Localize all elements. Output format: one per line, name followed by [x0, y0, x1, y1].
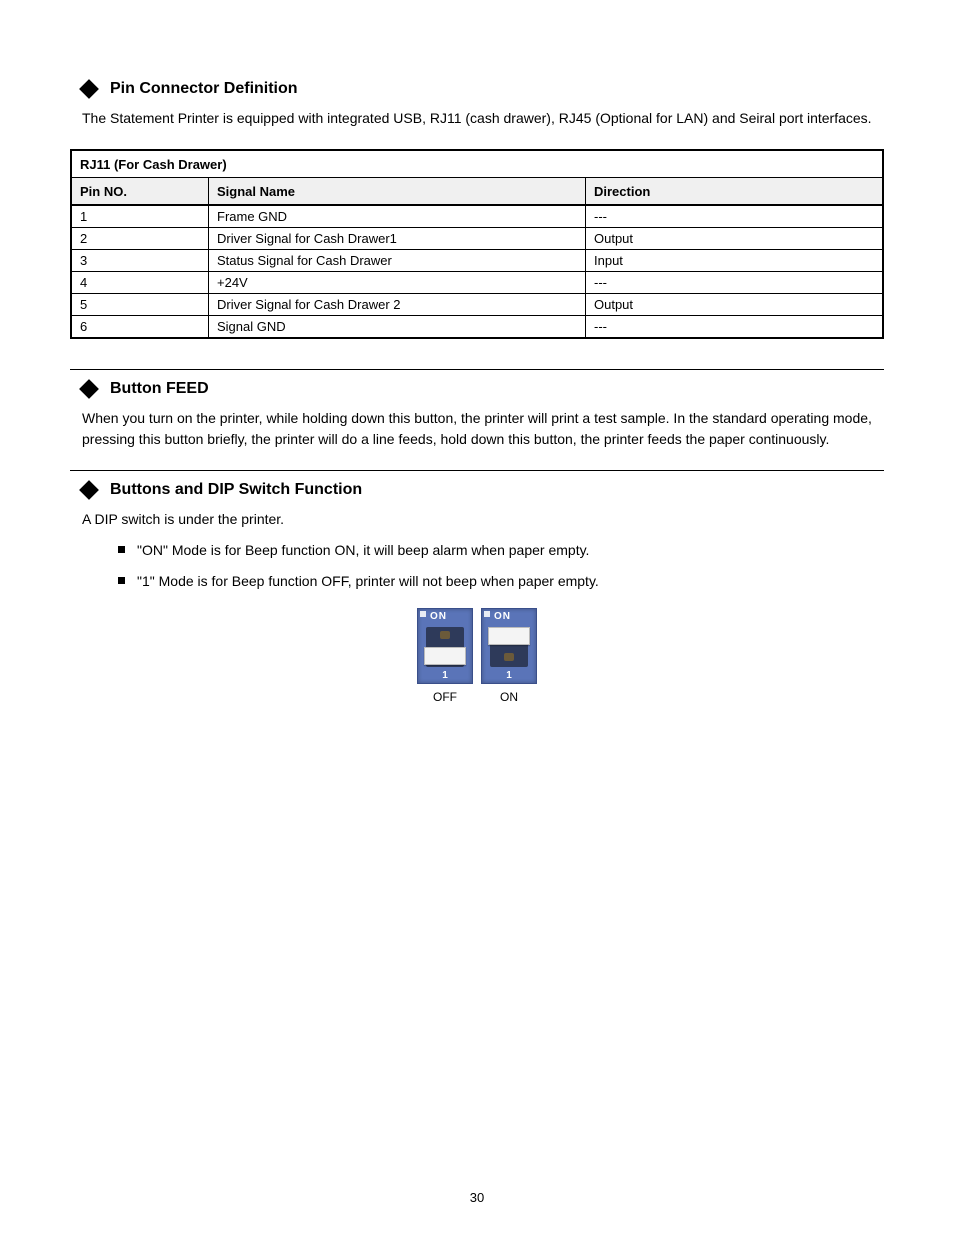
diamond-icon: [79, 379, 99, 399]
table-row: 1 Frame GND ---: [71, 205, 883, 228]
cell: Output: [586, 228, 884, 250]
cell: 6: [71, 316, 209, 339]
dip-slider: [488, 627, 530, 645]
dip-corner-icon: [484, 611, 490, 617]
dip-caption-row: OFF ON: [70, 690, 884, 704]
cell: Input: [586, 250, 884, 272]
feed-body-text: When you turn on the printer, while hold…: [82, 408, 884, 450]
dip-nub: [440, 631, 450, 639]
col-header-signal: Signal Name: [209, 178, 586, 206]
table-row: 3 Status Signal for Cash Drawer Input: [71, 250, 883, 272]
section-header-feed: Button FEED: [82, 380, 884, 398]
list-item-text: "ON" Mode is for Beep function ON, it wi…: [137, 540, 589, 561]
section-title-feed: Button FEED: [110, 380, 209, 398]
rj11-table: RJ11 (For Cash Drawer) Pin NO. Signal Na…: [70, 149, 884, 339]
page-number: 30: [0, 1190, 954, 1205]
section-header-dip: Buttons and DIP Switch Function: [82, 481, 884, 499]
cell: 4: [71, 272, 209, 294]
section-header-pin: Pin Connector Definition: [82, 80, 884, 98]
section-title-pin: Pin Connector Definition: [110, 80, 298, 98]
section-title-dip: Buttons and DIP Switch Function: [110, 481, 362, 499]
list-item: "ON" Mode is for Beep function ON, it wi…: [118, 540, 884, 561]
document-page: Pin Connector Definition The Statement P…: [0, 0, 954, 1235]
list-item: "1" Mode is for Beep function OFF, print…: [118, 571, 884, 592]
table-row: 5 Driver Signal for Cash Drawer 2 Output: [71, 294, 883, 316]
cell: Status Signal for Cash Drawer: [209, 250, 586, 272]
cell: +24V: [209, 272, 586, 294]
table-title-row: RJ11 (For Cash Drawer): [71, 150, 883, 178]
table-row: 4 +24V ---: [71, 272, 883, 294]
cell: Signal GND: [209, 316, 586, 339]
dip-caption-on: ON: [481, 690, 537, 704]
divider-line: [70, 369, 884, 370]
list-item-text: "1" Mode is for Beep function OFF, print…: [137, 571, 599, 592]
dip-num-label: 1: [482, 670, 536, 681]
dip-nub: [504, 653, 514, 661]
cell: ---: [586, 205, 884, 228]
pin-intro-text: The Statement Printer is equipped with i…: [82, 108, 884, 129]
dip-num-label: 1: [418, 670, 472, 681]
diamond-icon: [79, 79, 99, 99]
dip-on-label: ON: [494, 611, 511, 622]
dip-slider: [424, 647, 466, 665]
dip-intro-text: A DIP switch is under the printer.: [82, 509, 884, 530]
cell: 1: [71, 205, 209, 228]
dip-corner-icon: [420, 611, 426, 617]
table-row: 6 Signal GND ---: [71, 316, 883, 339]
col-header-direction: Direction: [586, 178, 884, 206]
square-bullet-icon: [118, 577, 125, 584]
cell: 2: [71, 228, 209, 250]
dip-switch-figure: ON 1 ON 1: [70, 608, 884, 684]
square-bullet-icon: [118, 546, 125, 553]
dip-sub-list: "ON" Mode is for Beep function ON, it wi…: [118, 540, 884, 592]
dip-switch-on: ON 1: [481, 608, 537, 684]
cell: Output: [586, 294, 884, 316]
dip-switch-off: ON 1: [417, 608, 473, 684]
cell: 5: [71, 294, 209, 316]
diamond-icon: [79, 480, 99, 500]
cell: Frame GND: [209, 205, 586, 228]
cell: Driver Signal for Cash Drawer1: [209, 228, 586, 250]
table-row: 2 Driver Signal for Cash Drawer1 Output: [71, 228, 883, 250]
dip-caption-off: OFF: [417, 690, 473, 704]
cell: ---: [586, 316, 884, 339]
dip-on-label: ON: [430, 611, 447, 622]
table-header-row: Pin NO. Signal Name Direction: [71, 178, 883, 206]
table-title-cell: RJ11 (For Cash Drawer): [71, 150, 883, 178]
cell: Driver Signal for Cash Drawer 2: [209, 294, 586, 316]
divider-line: [70, 470, 884, 471]
cell: 3: [71, 250, 209, 272]
cell: ---: [586, 272, 884, 294]
col-header-pin: Pin NO.: [71, 178, 209, 206]
